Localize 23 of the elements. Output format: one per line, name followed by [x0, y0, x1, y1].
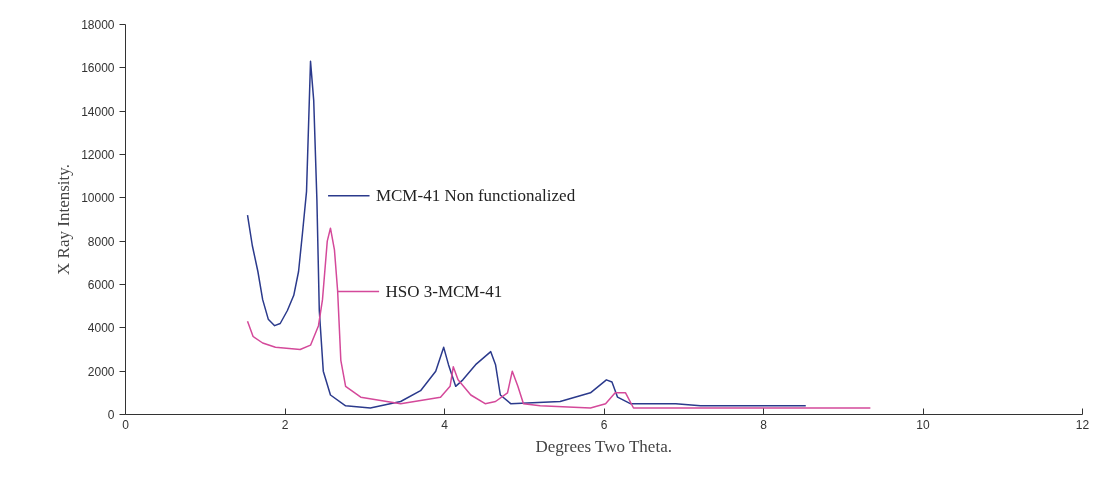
- y-tick-label: 16000: [81, 61, 115, 76]
- y-tick-label: 18000: [81, 18, 115, 32]
- y-tick-label: 6000: [87, 278, 115, 292]
- x-tick-label: 8: [760, 417, 768, 432]
- y-tick-label: 8000: [87, 234, 115, 249]
- x-tick-label: 2: [281, 417, 289, 432]
- line-series: [246, 60, 807, 409]
- x-tick-label: 0: [122, 417, 130, 432]
- y-tick-label: 14000: [81, 104, 115, 119]
- y-tick-label: 0: [107, 408, 115, 422]
- y-tick-label: 10000: [81, 191, 115, 206]
- x-tick-label: 4: [441, 417, 449, 432]
- legend-label: HSO 3-MCM-41: [385, 281, 503, 301]
- x-tick-label: 12: [1075, 417, 1090, 432]
- y-tick-label: 2000: [87, 364, 115, 379]
- line-series: [246, 227, 872, 409]
- y-tick-label: 12000: [81, 148, 115, 162]
- x-tick-label: 6: [600, 417, 608, 432]
- y-axis-title: X Ray Intensity.: [54, 164, 74, 275]
- legend-label: MCM-41 Non functionalized: [375, 186, 576, 206]
- x-tick-label: 10: [916, 417, 930, 432]
- x-axis-title: Degrees Two Theta.: [535, 436, 672, 456]
- y-tick-label: 4000: [87, 321, 115, 336]
